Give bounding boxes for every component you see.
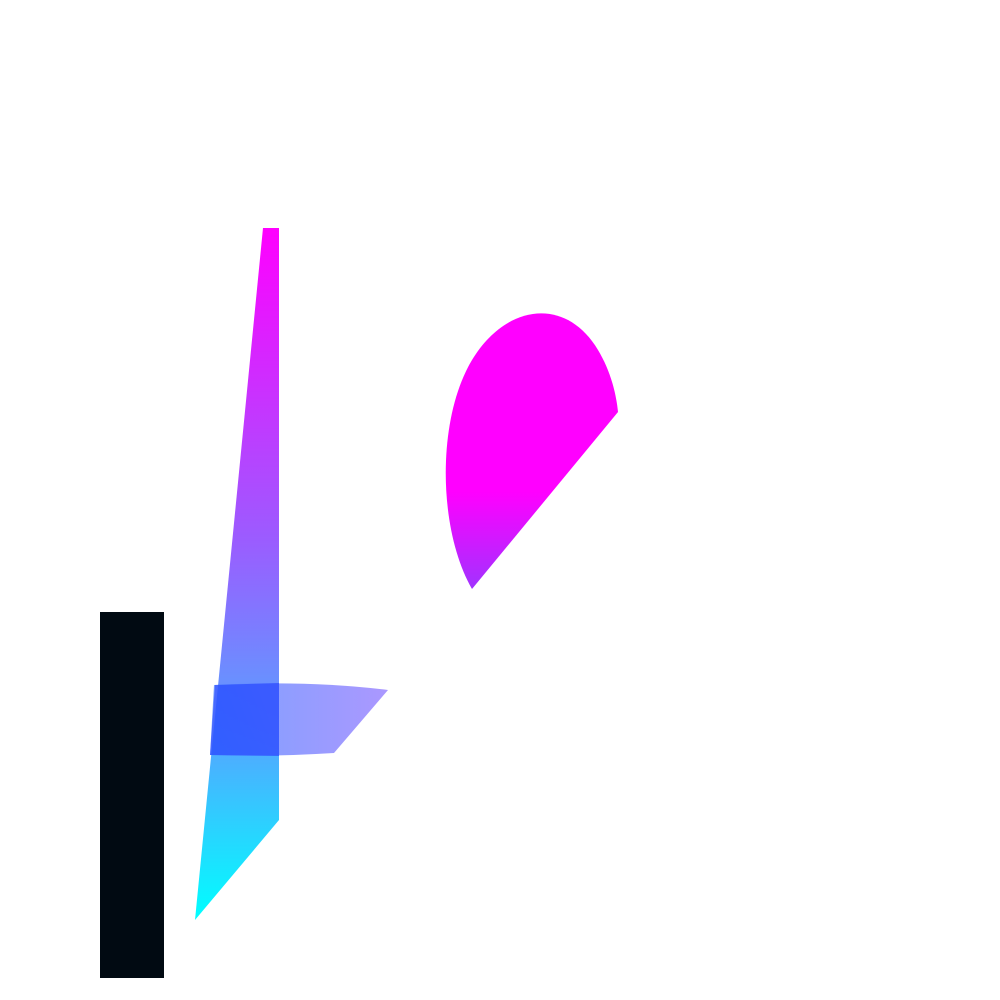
gradient-spike bbox=[195, 228, 279, 920]
black-bar bbox=[100, 612, 164, 978]
blade-spike-overlap bbox=[210, 683, 279, 756]
magenta-leaf bbox=[445, 313, 618, 589]
